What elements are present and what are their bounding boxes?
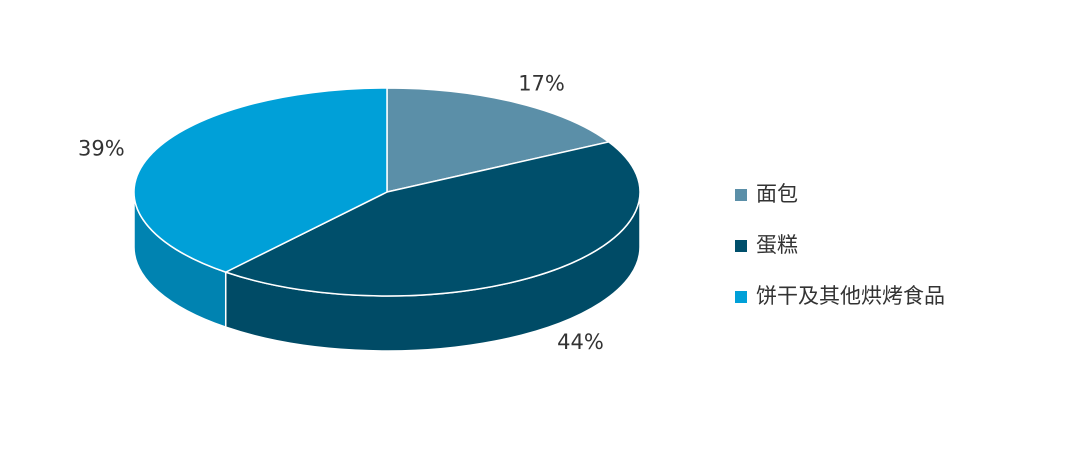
legend-label: 饼干及其他烘烤食品 — [756, 284, 945, 308]
slice — [386, 87, 611, 193]
legend-marker — [735, 291, 747, 303]
data-label: 17% — [518, 72, 565, 96]
data-label: 44% — [557, 330, 604, 354]
data-label: 39% — [78, 137, 125, 161]
legend-label: 蛋糕 — [756, 233, 798, 257]
legend-label: 面包 — [756, 182, 798, 206]
legend-marker — [735, 240, 747, 252]
legend-marker — [735, 189, 747, 201]
slice — [133, 87, 388, 273]
slice — [223, 141, 641, 297]
